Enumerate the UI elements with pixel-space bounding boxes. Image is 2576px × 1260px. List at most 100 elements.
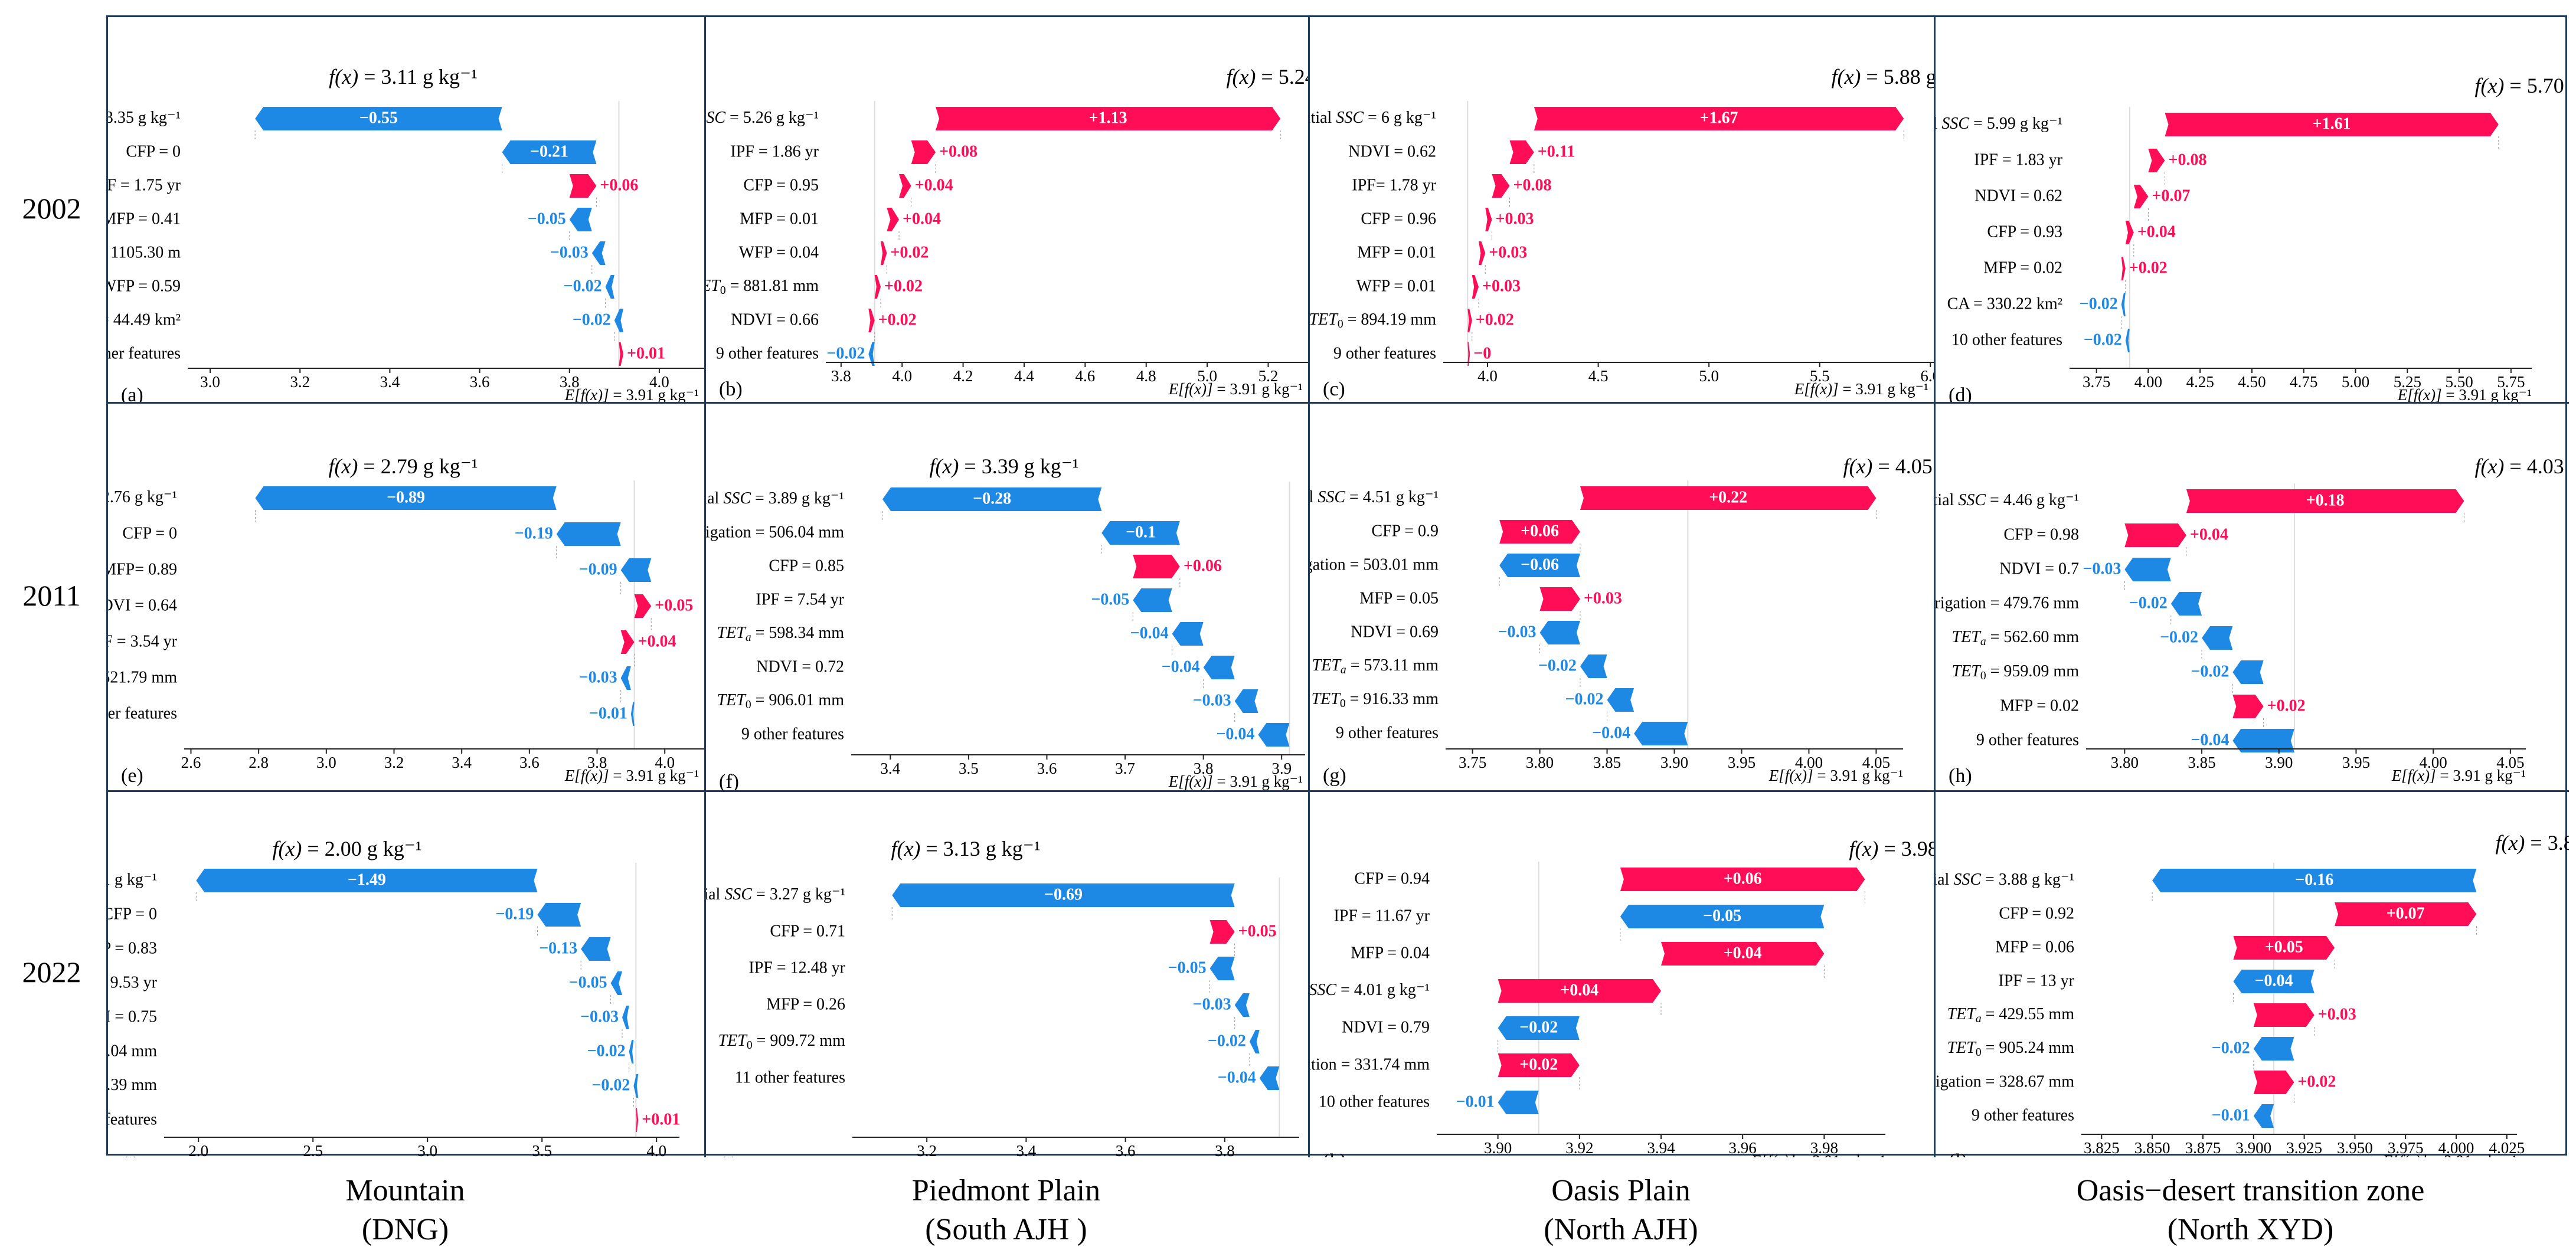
tick-label: 3.2 xyxy=(917,1142,937,1157)
category-label-b-1: IPF = 1.86 yr xyxy=(730,142,819,161)
tick-label: 3.850 xyxy=(2134,1139,2170,1157)
category-label-a-6: CA = 44.49 km² xyxy=(108,310,181,329)
category-label-k-0: CFP = 0.94 xyxy=(1354,869,1430,888)
tick-label: 5.0 xyxy=(1197,367,1217,385)
bar-l-7 xyxy=(2253,1104,2274,1128)
tick-label: 4.2 xyxy=(953,367,973,385)
category-label-e-1: CFP = 0 xyxy=(122,524,177,542)
bar-a-0 xyxy=(255,107,502,130)
value-label-j-0: −0.69 xyxy=(1044,885,1083,904)
value-label-i-2: −0.13 xyxy=(539,939,577,957)
tick-label: 2.0 xyxy=(188,1142,208,1157)
tick-label: 3.4 xyxy=(880,760,900,777)
category-label-a-2: IPF = 1.75 yr xyxy=(108,176,181,194)
bar-e-4 xyxy=(620,630,635,654)
category-label-g-0: Initial SSC = 4.51 g kg⁻¹ xyxy=(1310,488,1439,506)
value-label-i-4: −0.03 xyxy=(580,1007,619,1026)
bar-a-6 xyxy=(614,309,624,332)
panel-letter-c: (c) xyxy=(1323,378,1345,400)
tick-label: 4.5 xyxy=(1588,367,1609,385)
bar-b-3 xyxy=(887,208,900,231)
tick-label: 5.0 xyxy=(1699,367,1719,385)
value-label-a-5: −0.02 xyxy=(564,277,602,295)
value-label-d-1: +0.08 xyxy=(2169,150,2207,169)
tick-label: 4.75 xyxy=(2290,373,2317,391)
tick-label: 3.2 xyxy=(384,754,404,771)
expected-value-f: E[f(x)] = 3.91 g kg⁻¹ xyxy=(1168,773,1303,790)
tick-label: 3.9 xyxy=(1271,760,1292,777)
value-label-a-3: −0.05 xyxy=(528,210,566,228)
expected-value-i: E[f(x)] = 3.91 g kg⁻¹ xyxy=(545,1155,679,1157)
tick-label: 4.0 xyxy=(892,367,912,385)
bar-l-2 xyxy=(2233,936,2335,960)
category-label-l-3: IPF = 13 yr xyxy=(1998,971,2074,990)
category-label-l-5: TET0 = 905.24 mm xyxy=(1947,1039,2075,1058)
tick-label: 4.0 xyxy=(646,1142,666,1157)
tick-label: 4.00 xyxy=(2134,373,2162,391)
category-label-b-7: 9 other features xyxy=(716,344,819,362)
value-label-h-4: −0.02 xyxy=(2160,628,2198,646)
bar-l-4 xyxy=(2253,1003,2315,1027)
value-label-b-3: +0.04 xyxy=(903,210,941,228)
category-label-j-2: IPF = 12.48 yr xyxy=(748,958,845,977)
value-label-j-5: −0.04 xyxy=(1218,1068,1256,1086)
value-label-e-6: −0.01 xyxy=(589,704,627,722)
value-label-k-1: −0.05 xyxy=(1703,906,1741,925)
bar-i-6 xyxy=(633,1074,639,1098)
value-label-a-0: −0.55 xyxy=(359,109,398,127)
value-label-c-4: +0.03 xyxy=(1489,243,1527,261)
bar-g-7 xyxy=(1634,722,1688,745)
category-label-a-3: MFP = 0.41 xyxy=(108,210,181,228)
category-label-h-6: MFP = 0.02 xyxy=(2000,696,2079,715)
tick-label: 5.2 xyxy=(1258,367,1279,385)
bar-b-1 xyxy=(911,140,936,164)
region-label-3: Oasis Plain (North AJH) xyxy=(1308,1171,1934,1249)
bar-j-1 xyxy=(1209,920,1235,944)
value-label-e-4: +0.04 xyxy=(638,632,676,650)
category-label-j-5: 11 other features xyxy=(735,1068,845,1086)
waterfall-chart-e: −0.89 Initial SSC = 2.76 g kg⁻¹ −0.19 CFP =… xyxy=(108,454,704,787)
category-label-h-0: Initial SSC = 4.46 g kg⁻¹ xyxy=(1936,491,2079,509)
bar-b-2 xyxy=(899,174,911,198)
panel-d: +1.61 Initial SSC = 5.99 g kg⁻¹ +0.08 IPF =… xyxy=(1936,17,2569,404)
bar-f-4 xyxy=(1172,622,1204,646)
category-label-g-6: TET0 = 916.33 mm xyxy=(1312,690,1439,709)
value-label-g-1: +0.06 xyxy=(1521,522,1559,540)
panel-letter-g: (g) xyxy=(1323,765,1346,787)
bar-g-2 xyxy=(1499,554,1580,577)
panel-h: +0.18 Initial SSC = 4.46 g kg⁻¹ +0.04 CFP =… xyxy=(1936,404,2569,792)
value-label-j-4: −0.02 xyxy=(1208,1032,1246,1050)
bar-g-6 xyxy=(1607,688,1634,712)
tick-label: 3.5 xyxy=(532,1142,552,1157)
bar-h-3 xyxy=(2170,592,2202,616)
tick-label: 3.96 xyxy=(1729,1139,1757,1157)
waterfall-chart-f: −0.28 Initial SSC = 3.89 g kg⁻¹ −0.1 Irriga… xyxy=(706,454,1305,790)
bar-b-0 xyxy=(936,107,1281,130)
tick-label: 2.8 xyxy=(249,754,269,771)
tick-label: 3.6 xyxy=(470,373,490,391)
bar-g-0 xyxy=(1580,486,1877,510)
tick-label: 3.950 xyxy=(2337,1139,2373,1157)
waterfall-chart-d: +1.61 Initial SSC = 5.99 g kg⁻¹ +0.08 IPF =… xyxy=(1936,74,2569,402)
tick-label: 3.95 xyxy=(2342,754,2370,771)
fx-title-f: f(x) = 3.39 g kg⁻¹ xyxy=(929,454,1078,478)
category-label-f-1: Irrigation = 506.04 mm xyxy=(706,523,844,541)
category-label-d-2: NDVI = 0.62 xyxy=(1975,186,2062,205)
category-label-d-4: MFP = 0.02 xyxy=(1983,258,2062,277)
category-label-h-4: TETa = 562.60 mm xyxy=(1952,628,2080,647)
bar-e-3 xyxy=(634,594,652,618)
region-code: (North XYD) xyxy=(2167,1213,2334,1246)
value-label-g-6: −0.02 xyxy=(1565,690,1604,708)
value-label-a-6: −0.02 xyxy=(573,310,611,329)
tick-label: 3.94 xyxy=(1647,1139,1675,1157)
fx-title-c: f(x) = 5.88 g kg⁻¹ xyxy=(1831,65,1936,89)
tick-label: 5.50 xyxy=(2445,373,2473,391)
category-label-a-0: Initial SSC = 3.35 g kg⁻¹ xyxy=(108,109,181,127)
bar-a-2 xyxy=(569,174,597,198)
tick-label: 3.80 xyxy=(2111,754,2139,771)
waterfall-chart-c: +1.67 Initial SSC = 6 g kg⁻¹ +0.11 NDVI = 0… xyxy=(1310,65,1936,400)
value-label-e-3: +0.05 xyxy=(655,596,693,614)
panel-letter-a: (a) xyxy=(121,384,143,404)
region-name: Piedmont Plain xyxy=(911,1174,1101,1207)
bar-b-5 xyxy=(874,275,881,299)
